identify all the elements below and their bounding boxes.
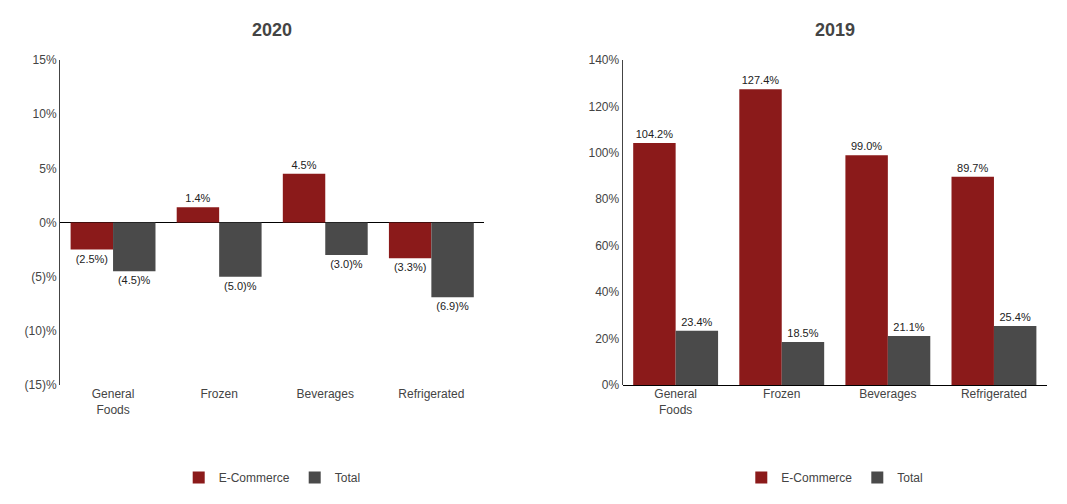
svg-text:GeneralFoods: GeneralFoods xyxy=(92,387,135,417)
svg-text:1.4%: 1.4% xyxy=(185,192,210,204)
svg-text:(2.5%): (2.5%) xyxy=(76,253,108,265)
svg-text:0%: 0% xyxy=(602,378,620,392)
svg-text:Refrigerated: Refrigerated xyxy=(961,387,1027,401)
svg-text:40%: 40% xyxy=(595,285,619,299)
svg-text:100%: 100% xyxy=(588,146,619,160)
svg-text:Total: Total xyxy=(897,471,922,485)
svg-text:20%: 20% xyxy=(595,332,619,346)
svg-text:2019: 2019 xyxy=(815,20,855,40)
svg-text:(10)%: (10)% xyxy=(25,324,57,338)
svg-text:0%: 0% xyxy=(39,216,57,230)
svg-text:(6.9)%: (6.9)% xyxy=(436,300,469,312)
svg-text:Refrigerated: Refrigerated xyxy=(398,387,464,401)
svg-text:21.1%: 21.1% xyxy=(893,321,924,333)
svg-text:(4.5)%: (4.5)% xyxy=(118,274,151,286)
svg-text:127.4%: 127.4% xyxy=(742,74,780,86)
svg-text:10%: 10% xyxy=(33,107,57,121)
svg-text:25.4%: 25.4% xyxy=(999,311,1030,323)
svg-text:60%: 60% xyxy=(595,239,619,253)
svg-text:(5)%: (5)% xyxy=(31,270,57,284)
svg-text:Beverages: Beverages xyxy=(297,387,354,401)
svg-text:80%: 80% xyxy=(595,192,619,206)
svg-text:23.4%: 23.4% xyxy=(681,316,712,328)
svg-text:4.5%: 4.5% xyxy=(291,159,316,171)
svg-text:Beverages: Beverages xyxy=(859,387,916,401)
svg-text:E-Commerce: E-Commerce xyxy=(219,471,290,485)
svg-text:99.0%: 99.0% xyxy=(851,140,882,152)
svg-text:104.2%: 104.2% xyxy=(636,128,674,140)
svg-text:E-Commerce: E-Commerce xyxy=(781,471,852,485)
svg-text:(3.3%): (3.3%) xyxy=(394,261,426,273)
svg-text:Frozen: Frozen xyxy=(200,387,237,401)
svg-text:(15)%: (15)% xyxy=(25,378,57,392)
svg-text:(3.0)%: (3.0)% xyxy=(330,258,363,270)
svg-text:(5.0)%: (5.0)% xyxy=(224,280,257,292)
svg-text:140%: 140% xyxy=(588,53,619,67)
svg-text:5%: 5% xyxy=(39,162,57,176)
svg-text:GeneralFoods: GeneralFoods xyxy=(654,387,697,417)
svg-text:120%: 120% xyxy=(588,100,619,114)
svg-text:15%: 15% xyxy=(33,53,57,67)
svg-text:2020: 2020 xyxy=(252,20,292,40)
svg-text:Frozen: Frozen xyxy=(763,387,800,401)
svg-text:Total: Total xyxy=(335,471,360,485)
svg-text:18.5%: 18.5% xyxy=(787,327,818,339)
svg-text:89.7%: 89.7% xyxy=(957,162,988,174)
